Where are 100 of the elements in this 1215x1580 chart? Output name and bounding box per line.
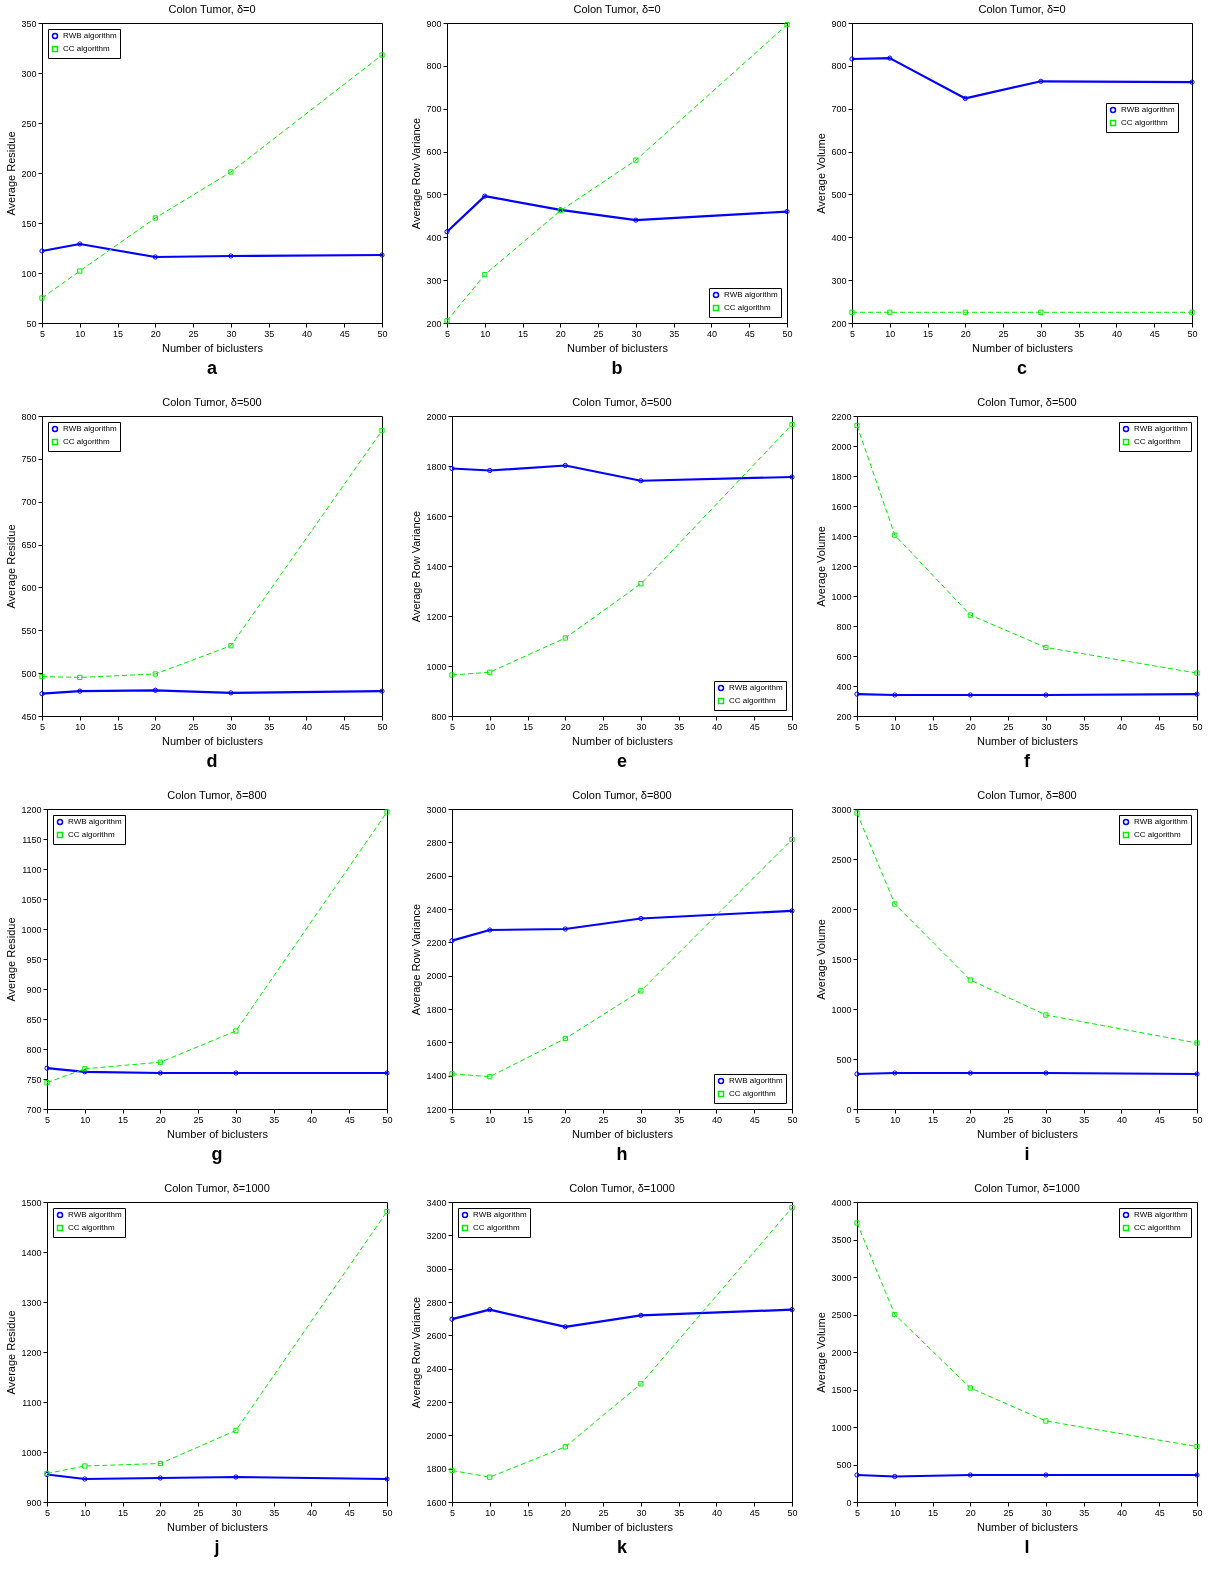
point [849, 309, 855, 315]
point [962, 309, 968, 315]
y-tick-label: 1100 [22, 1397, 42, 1408]
point [444, 318, 450, 324]
point [487, 927, 493, 933]
text: e [616, 751, 628, 771]
y-tick-label: 900 [426, 18, 442, 29]
legend-label: RWB algorithm [729, 683, 783, 692]
point [1194, 1443, 1200, 1450]
point [228, 169, 234, 175]
legend-label: CC algorithm [68, 830, 116, 839]
x-tick-label: 10 [485, 1507, 496, 1518]
x-tick-label: 30 [636, 1114, 647, 1125]
x-tick-label: 5 [39, 721, 46, 732]
point [1043, 1070, 1049, 1076]
y-tick-label: 3200 [426, 1230, 447, 1241]
text: h [616, 1144, 628, 1164]
y-tick-label: 1600 [426, 511, 447, 522]
y-tick-label: 2600 [426, 871, 447, 882]
x-tick-label: 5 [449, 721, 456, 732]
y-tick-label: 2800 [426, 1297, 447, 1308]
x-tick-label: 25 [193, 1507, 204, 1518]
x-tick-label: 20 [965, 721, 976, 732]
x-tick-label: 15 [928, 1114, 939, 1125]
point [152, 671, 158, 677]
y-tick-label: 1000 [831, 1422, 852, 1433]
x-tick-label: 25 [598, 1507, 609, 1518]
point [789, 1205, 795, 1211]
y-tick-label: 2500 [831, 1310, 852, 1320]
legend-label: RWB algorithm [1134, 1210, 1188, 1219]
legend-label: CC algorithm [1134, 437, 1182, 446]
y-tick-label: 1200 [426, 1104, 447, 1115]
y-tick-label: 900 [831, 18, 847, 29]
x-tick-label: 30 [231, 1114, 242, 1125]
text: i [1024, 1144, 1030, 1164]
legend-label: CC algorithm [729, 1089, 777, 1098]
x-tick-label: 40 [301, 721, 312, 732]
point [228, 643, 234, 649]
point [379, 252, 385, 258]
text: b [611, 358, 623, 378]
text: k [616, 1537, 628, 1557]
point [892, 692, 898, 698]
point [157, 1070, 163, 1076]
y-tick-label: 300 [21, 68, 37, 79]
y-tick-label: 1200 [21, 804, 42, 815]
point [967, 1472, 973, 1478]
x-tick-label: 20 [965, 1114, 976, 1125]
point [228, 690, 234, 696]
point [1043, 692, 1049, 698]
point [44, 1065, 50, 1071]
y-tick-label: 1200 [21, 1347, 42, 1358]
point [449, 1071, 455, 1077]
y-tick-label: 3400 [426, 1197, 447, 1208]
point [562, 926, 568, 932]
point [482, 271, 488, 278]
x-tick-label: 35 [1079, 721, 1090, 732]
y-tick-label: 300 [426, 275, 442, 286]
x-tick-label: 20 [560, 1507, 571, 1518]
x-tick-label: 10 [80, 1114, 91, 1125]
chart-title: Colon Tumor, δ=800 [977, 789, 1077, 801]
x-tick-label: 25 [998, 328, 1009, 339]
y-tick-label: 400 [426, 232, 442, 243]
x-tick-label: 50 [782, 328, 793, 339]
point [1038, 309, 1044, 315]
point [789, 421, 795, 428]
legend-label: CC algorithm [1121, 118, 1169, 127]
line-series [449, 421, 795, 678]
point [892, 1070, 898, 1076]
x-tick-label: 20 [155, 1507, 166, 1518]
y-tick-label: 700 [26, 1104, 42, 1115]
y-tick-label: 550 [21, 625, 37, 636]
legend-label: RWB algorithm [1134, 424, 1188, 433]
x-tick-label: 35 [264, 721, 275, 732]
y-tick-label: 250 [21, 118, 37, 129]
x-tick-label: 5 [444, 328, 451, 339]
x-tick-label: 40 [306, 1507, 317, 1518]
x-tick-label: 15 [928, 1507, 939, 1518]
text: g [211, 1144, 223, 1164]
x-tick-label: 5 [854, 1114, 861, 1125]
text: j [213, 1537, 220, 1557]
x-tick-label: 45 [744, 328, 755, 339]
point [44, 1079, 50, 1086]
x-tick-label: 25 [593, 328, 604, 339]
text: f [1024, 751, 1031, 771]
legend-label: CC algorithm [1134, 830, 1182, 839]
point [849, 56, 855, 62]
chart-title: Colon Tumor, δ=0 [978, 3, 1066, 15]
y-axis-title: Average Volume [815, 526, 828, 607]
y-tick-label: 1000 [21, 924, 42, 935]
line-series [854, 810, 1200, 1046]
x-tick-label: 20 [560, 721, 571, 732]
line-series [449, 836, 795, 1080]
x-axis-title: Number of biclusters [167, 1520, 269, 1533]
x-tick-label: 20 [150, 721, 161, 732]
line-series [39, 427, 385, 681]
point [379, 427, 385, 434]
point [967, 612, 973, 618]
x-tick-label: 35 [269, 1507, 280, 1518]
x-tick-label: 10 [890, 721, 901, 732]
x-tick-label: 35 [674, 721, 685, 732]
